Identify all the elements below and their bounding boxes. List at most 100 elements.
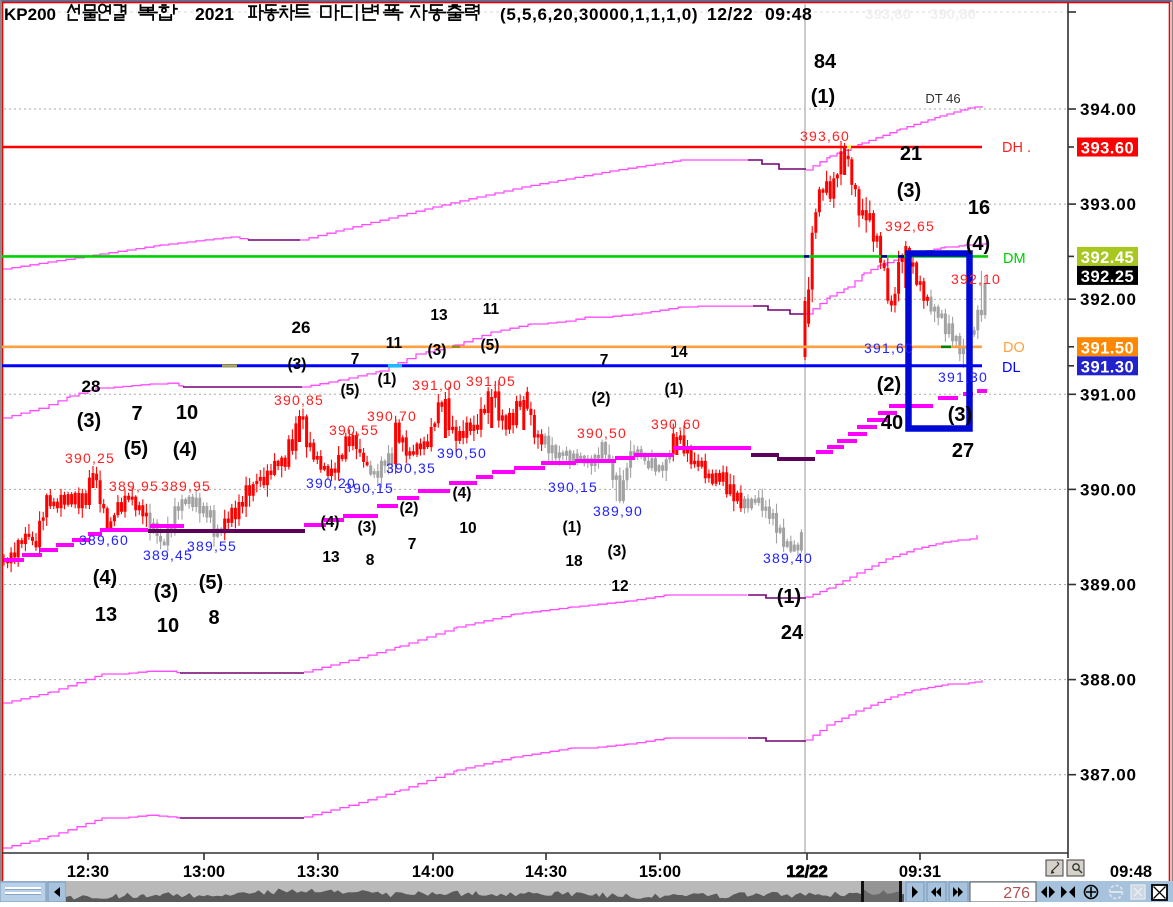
svg-text:09:48: 09:48 <box>1110 863 1152 881</box>
svg-text:(5): (5) <box>124 438 148 460</box>
svg-text:DL: DL <box>1002 360 1021 376</box>
svg-text:392.25: 392.25 <box>1081 268 1134 286</box>
svg-text:7: 7 <box>351 351 360 368</box>
svg-text:391.50: 391.50 <box>1081 339 1134 357</box>
svg-text:8: 8 <box>208 607 219 629</box>
svg-text:389.00: 389.00 <box>1080 576 1137 595</box>
svg-text:393,60: 393,60 <box>865 6 911 23</box>
svg-text:(3): (3) <box>608 543 627 560</box>
svg-text:390,55: 390,55 <box>329 422 379 438</box>
svg-text:(1): (1) <box>777 586 801 608</box>
svg-text:(5): (5) <box>481 337 500 354</box>
svg-text:09:48: 09:48 <box>765 4 812 24</box>
svg-text:DH .: DH . <box>1002 140 1031 156</box>
svg-text:40: 40 <box>881 412 903 434</box>
svg-text:15:00: 15:00 <box>639 863 681 881</box>
svg-text:28: 28 <box>82 377 101 396</box>
svg-text:DM: DM <box>1003 251 1026 267</box>
svg-text:391,00: 391,00 <box>412 377 462 393</box>
svg-text:13: 13 <box>430 307 448 324</box>
svg-text:10: 10 <box>176 402 198 424</box>
svg-text:(3): (3) <box>288 356 307 373</box>
svg-text:27: 27 <box>952 440 974 462</box>
svg-text:391.00: 391.00 <box>1080 385 1137 404</box>
svg-text:390,15: 390,15 <box>548 479 598 495</box>
svg-text:7: 7 <box>408 536 417 553</box>
svg-text:10: 10 <box>157 615 179 637</box>
svg-text:18: 18 <box>565 553 583 570</box>
svg-text:390,60: 390,60 <box>651 416 701 432</box>
svg-text:392,65: 392,65 <box>885 218 935 234</box>
svg-text:(5,5,6,20,30000,1,1,1,0): (5,5,6,20,30000,1,1,1,0) <box>500 5 698 24</box>
svg-text:393.00: 393.00 <box>1080 195 1137 214</box>
svg-text:391,60: 391,60 <box>864 340 914 356</box>
svg-text:389,45: 389,45 <box>143 547 193 563</box>
svg-text:(1): (1) <box>811 86 835 108</box>
svg-text:394.00: 394.00 <box>1080 100 1137 119</box>
svg-text:(1): (1) <box>665 381 684 398</box>
svg-text:390.00: 390.00 <box>1080 480 1137 499</box>
svg-text:(3): (3) <box>358 519 377 536</box>
svg-text:16: 16 <box>968 197 990 219</box>
svg-text:10: 10 <box>459 520 476 537</box>
svg-text:387.00: 387.00 <box>1080 766 1137 785</box>
svg-text:(4): (4) <box>453 485 472 502</box>
svg-text:7: 7 <box>131 403 142 425</box>
svg-text:391,30: 391,30 <box>938 369 988 385</box>
svg-text:(1): (1) <box>378 371 397 388</box>
svg-text:7: 7 <box>600 352 609 369</box>
svg-text:21: 21 <box>900 143 922 165</box>
svg-text:390,35: 390,35 <box>386 460 436 476</box>
svg-text:2021: 2021 <box>195 4 234 24</box>
svg-text:24: 24 <box>781 622 804 644</box>
svg-text:(5): (5) <box>341 382 360 399</box>
svg-text:(4): (4) <box>173 439 197 461</box>
svg-text:13: 13 <box>95 604 117 626</box>
svg-text:393.60: 393.60 <box>1081 140 1134 158</box>
svg-text:392.00: 392.00 <box>1080 290 1137 309</box>
svg-text:26: 26 <box>292 318 311 337</box>
svg-text:(4): (4) <box>966 233 990 255</box>
svg-text:12: 12 <box>611 578 628 595</box>
svg-text:13: 13 <box>322 549 340 566</box>
svg-text:14: 14 <box>670 344 688 361</box>
svg-text:390,50: 390,50 <box>437 445 487 461</box>
svg-text:11: 11 <box>386 335 403 352</box>
svg-text:DT 46: DT 46 <box>925 91 960 106</box>
svg-text:12/22: 12/22 <box>786 863 827 881</box>
svg-text:12:30: 12:30 <box>67 863 109 881</box>
svg-text:13:00: 13:00 <box>183 863 225 881</box>
svg-text:(3): (3) <box>154 581 178 603</box>
svg-text:(3): (3) <box>948 404 972 426</box>
svg-text:(5): (5) <box>199 572 223 594</box>
svg-text:DO: DO <box>1003 340 1025 356</box>
svg-text:391.30: 391.30 <box>1081 358 1134 376</box>
svg-text:14:00: 14:00 <box>412 863 454 881</box>
svg-text:13:30: 13:30 <box>297 863 339 881</box>
svg-text:(2): (2) <box>400 500 419 517</box>
svg-text:(4): (4) <box>321 514 340 531</box>
svg-text:390,85: 390,85 <box>274 392 324 408</box>
svg-text:09:31: 09:31 <box>899 863 941 881</box>
svg-text:(2): (2) <box>877 374 901 396</box>
svg-text:393,60: 393,60 <box>800 128 850 144</box>
svg-text:390,80: 390,80 <box>930 6 976 23</box>
svg-text:390,50: 390,50 <box>577 425 627 441</box>
svg-text:11: 11 <box>483 301 500 318</box>
svg-text:276: 276 <box>1003 885 1030 902</box>
svg-text:389,40: 389,40 <box>763 550 813 566</box>
svg-text:392.45: 392.45 <box>1081 249 1134 267</box>
svg-text:391,05: 391,05 <box>466 373 516 389</box>
svg-text:389,55: 389,55 <box>187 538 237 554</box>
svg-text:(2): (2) <box>592 390 611 407</box>
svg-text:(3): (3) <box>897 180 921 202</box>
svg-text:(1): (1) <box>563 519 582 536</box>
svg-text:12/22: 12/22 <box>707 4 753 24</box>
svg-text:(3): (3) <box>428 342 447 359</box>
svg-text:(3): (3) <box>77 410 101 432</box>
svg-text:14:30: 14:30 <box>525 863 567 881</box>
svg-text:389,60: 389,60 <box>79 532 129 548</box>
svg-text:390,25: 390,25 <box>65 450 115 466</box>
svg-text:388.00: 388.00 <box>1080 671 1137 690</box>
svg-text:KP200: KP200 <box>4 5 56 24</box>
